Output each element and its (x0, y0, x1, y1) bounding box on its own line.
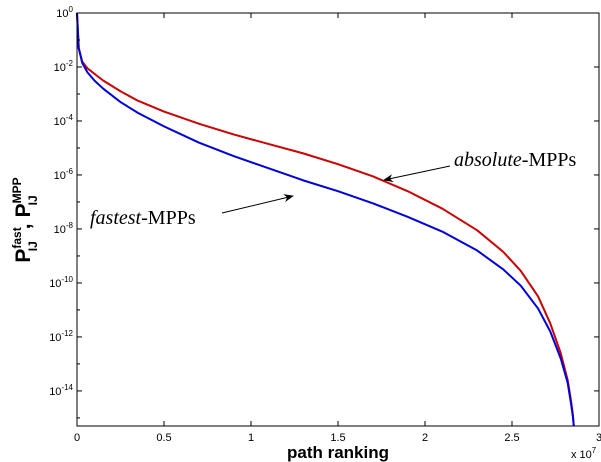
annotation-fastest-mpps: fastest-MPPs (90, 207, 196, 229)
y-tick-label-base: 10 (54, 170, 66, 182)
annotation-absolute-mpps: absolute-MPPs (454, 149, 576, 171)
x-tick-label: 2.5 (504, 432, 519, 444)
x-tick-label: 1.5 (330, 432, 345, 444)
series-line-absolute-mpps (76, 12, 575, 427)
series-line-fastest-mpps (76, 12, 575, 427)
x-tick-label: 2 (422, 432, 428, 444)
y-tick-label-exp: -4 (66, 113, 74, 122)
y-tick-label-exp: -8 (66, 221, 74, 230)
y-tick-label: 100 (56, 5, 73, 20)
y-tick-label-base: 10 (54, 224, 66, 236)
y-tick-label-exp: 0 (69, 5, 74, 14)
y-tick-label-base: 10 (49, 386, 61, 398)
y-tick-label-base: 10 (56, 8, 68, 20)
x-multiplier-base: x 10 (571, 449, 592, 461)
y-title-p2-sup: MPP (10, 177, 24, 203)
x-tick-label: 1 (248, 432, 254, 444)
y-tick-label: 10-8 (54, 221, 74, 236)
annotation-absolute-arrow (383, 165, 451, 183)
x-tick-label: 0.5 (156, 432, 171, 444)
y-title-p1-sub: IJ (26, 241, 40, 251)
annotation-fastest-arrow (221, 194, 294, 214)
plot-background (77, 13, 599, 426)
y-tick-label-base: 10 (54, 62, 66, 74)
annotation-fastest-italic: fastest (90, 207, 142, 229)
y-tick-label-base: 10 (49, 278, 61, 290)
y-tick-label-exp: -10 (61, 275, 73, 284)
x-tick-label: 3 (596, 432, 601, 444)
x-multiplier-exp: 7 (592, 446, 597, 455)
y-tick-label: 10-6 (54, 167, 74, 182)
annotation-fastest-rest: -MPPs (141, 207, 196, 229)
y-tick-label-base: 10 (54, 116, 66, 128)
y-tick-label: 10-2 (54, 59, 74, 74)
series-layer (76, 12, 575, 427)
y-title-p2-sub: IJ (26, 195, 40, 205)
x-tick-label: 0 (74, 432, 80, 444)
annotation-absolute-italic: absolute (454, 149, 522, 171)
tick-layer: 0 0.5 1 1.5 2 2.5 310010-210-410-610-810-1010-… (49, 5, 601, 444)
y-tick-label-exp: -2 (66, 59, 74, 68)
y-tick-label-exp: -12 (61, 329, 73, 338)
y-axis-title: Pfast IJ,PMPP IJ (10, 177, 40, 262)
y-title-p1-sup: fast (10, 227, 24, 248)
annotation-absolute-rest: -MPPs (522, 149, 577, 171)
y-tick-label: 10-14 (49, 383, 73, 398)
y-title-p2: P (12, 203, 35, 217)
y-tick-label: 10-4 (54, 113, 74, 128)
y-title-p1: P (12, 249, 35, 263)
y-tick-label-exp: -6 (66, 167, 74, 176)
x-axis-multiplier: x 107 (571, 446, 597, 461)
y-tick-label-exp: -14 (61, 383, 73, 392)
y-tick-label-base: 10 (49, 332, 61, 344)
x-axis-title: path ranking (287, 443, 389, 462)
y-tick-label: 10-10 (49, 275, 73, 290)
y-tick-label: 10-12 (49, 329, 73, 344)
y-title-separator: , (12, 223, 35, 229)
